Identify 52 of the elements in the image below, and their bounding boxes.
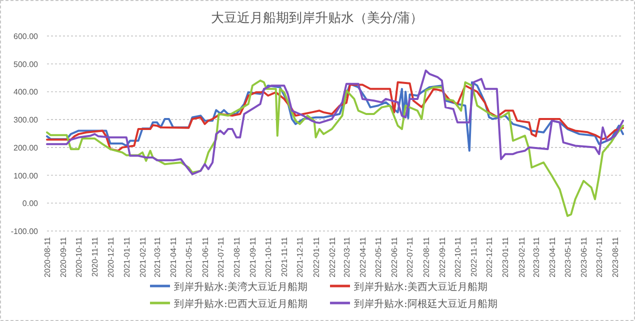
x-tick-label: 2022-06-11 (390, 236, 400, 278)
y-tick-label: 100.00 (14, 171, 39, 180)
x-tick-label: 2022-05-11 (374, 236, 384, 278)
x-tick-label: 2021-11-11 (280, 236, 290, 277)
legend-label: 到岸升贴水:美湾大豆近月船期 (174, 281, 308, 293)
x-tick-label: 2021-05-11 (184, 236, 194, 278)
x-tick-label: 2023-02-11 (517, 236, 526, 278)
x-tick-label: 2020-10-11 (74, 236, 84, 278)
x-tick-label: 2023-08-11 (611, 236, 620, 278)
x-tick-label: 2022-04-11 (358, 236, 368, 278)
y-tick-label: 0.00 (22, 199, 39, 208)
x-tick-label: 2023-04-11 (548, 236, 557, 278)
x-tick-label: 2023-05-11 (563, 236, 572, 278)
x-tick-label: 2021-01-11 (122, 236, 132, 278)
x-tick-label: 2023-07-11 (595, 236, 604, 278)
legend-label: 到岸升贴水:阿根廷大豆近月船期 (354, 298, 498, 310)
x-tick-label: 2022-03-11 (342, 236, 352, 278)
legend-label: 到岸升贴水:美西大豆近月船期 (354, 281, 488, 293)
line-series (46, 70, 624, 176)
y-tick-label: 500.00 (14, 60, 39, 69)
x-tick-label: 2022-02-11 (328, 236, 337, 278)
x-tick-label: 2021-02-11 (138, 236, 148, 278)
x-tick-label: 2021-07-11 (216, 236, 226, 278)
x-tick-label: 2020-08-11 (43, 236, 52, 278)
y-tick-label: 600.00 (14, 32, 39, 41)
x-tick-label: 2021-09-11 (248, 236, 258, 278)
x-tick-label: 2022-10-11 (453, 236, 462, 278)
x-tick-label: 2021-10-11 (264, 236, 274, 278)
x-tick-label: 2022-11-11 (470, 236, 479, 277)
legend-label: 到岸升贴水:巴西大豆近月船期 (174, 298, 308, 310)
x-tick-label: 2021-06-11 (200, 236, 210, 278)
line-series (46, 81, 624, 152)
x-tick-label: 2023-01-11 (501, 236, 510, 278)
x-tick-label: 2022-07-11 (406, 236, 415, 278)
chart-title: 大豆近月船期到岸升贴水（美分/蒲） (210, 10, 424, 26)
x-tick-label: 2022-12-11 (485, 236, 494, 278)
y-tick-label: 300.00 (14, 116, 39, 125)
x-tick-label: 2022-08-11 (422, 236, 431, 278)
x-tick-label: 2021-04-11 (169, 236, 178, 278)
x-tick-label: 2020-11-11 (90, 236, 100, 277)
x-tick-label: 2020-12-11 (106, 236, 116, 278)
y-tick-label: -100.00 (10, 227, 39, 236)
x-tick-label: 2021-08-11 (232, 236, 242, 278)
x-tick-label: 2020-09-11 (59, 236, 68, 278)
x-tick-label: 2022-01-11 (312, 236, 321, 278)
y-tick-label: 200.00 (14, 143, 39, 152)
x-tick-label: 2023-06-11 (580, 236, 589, 278)
x-tick-label: 2021-12-11 (296, 236, 305, 278)
y-tick-label: 400.00 (14, 88, 39, 97)
x-tick-label: 2023-03-11 (532, 236, 541, 278)
x-tick-label: 2022-09-11 (438, 236, 447, 278)
x-tick-label: 2021-03-11 (153, 236, 162, 278)
